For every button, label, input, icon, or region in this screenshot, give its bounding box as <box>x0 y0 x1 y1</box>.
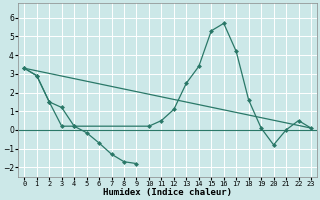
X-axis label: Humidex (Indice chaleur): Humidex (Indice chaleur) <box>103 188 232 197</box>
